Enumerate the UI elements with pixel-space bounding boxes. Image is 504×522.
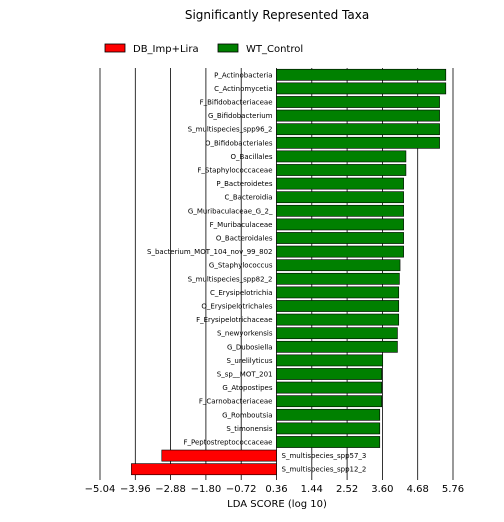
bar-label: O_Erysipelotrichales <box>201 303 272 311</box>
bar-label: S_bacterium_MOT_104_nov_99_802 <box>147 248 272 256</box>
x-tick-label: 3.60 <box>371 484 393 495</box>
bar <box>276 286 400 299</box>
bar <box>276 232 404 244</box>
bar <box>276 164 407 176</box>
bar <box>276 340 398 353</box>
bar <box>276 109 440 122</box>
bar <box>276 96 440 108</box>
bar <box>276 354 384 367</box>
x-tick-label: −3.96 <box>120 484 151 495</box>
bar <box>276 327 398 340</box>
bar <box>276 300 400 312</box>
legend-swatch-wt-control <box>217 43 239 53</box>
bar-label: S_multispecies_spp57_3 <box>282 452 367 460</box>
legend-label-db-imp-lira: DB_Imp+Lira <box>133 44 199 55</box>
x-tick-label: −1.80 <box>191 484 222 495</box>
bar-label: S_newyorkensis <box>217 330 273 338</box>
x-tick-label: 1.44 <box>301 484 323 495</box>
bar-label: O_Bacillales <box>231 153 273 161</box>
bar <box>276 313 400 326</box>
x-tick-label: 2.52 <box>336 484 358 495</box>
bar <box>276 422 381 435</box>
bar <box>131 463 277 476</box>
bar <box>276 436 381 448</box>
bar-label: C_Bacteroidia <box>224 194 272 202</box>
bar-label: P_Bacteroidetes <box>216 180 272 188</box>
bar-label: C_Actinomycetia <box>214 85 272 93</box>
grid-lines <box>99 68 454 476</box>
chart-title: Significantly Represented Taxa <box>185 8 369 22</box>
x-tick-label: −2.88 <box>155 484 186 495</box>
bar-label: C_Erysipelotrichia <box>210 289 273 297</box>
bar-label: S_multispecies_spp82_2 <box>188 275 273 283</box>
bar <box>276 245 404 258</box>
bar-label: G_Muribaculaceae_G_2_ <box>188 207 273 215</box>
bar-label: O_Bacteroidales <box>216 235 273 243</box>
bar <box>276 368 383 380</box>
legend-label-wt-control: WT_Control <box>246 44 303 55</box>
bar <box>276 259 401 272</box>
x-tick-label: −0.72 <box>226 484 257 495</box>
x-axis-label: LDA SCORE (log 10) <box>227 499 327 510</box>
bar-label: G_Dubosiella <box>227 343 273 351</box>
bar-label: F_Muribaculaceae <box>210 221 273 229</box>
bar <box>276 395 383 408</box>
x-axis: −5.04 −3.96 −2.88 −1.80 −0.72 0.36 1.44 2.52 3.6… <box>85 476 464 495</box>
x-tick-label: 0.36 <box>265 484 287 495</box>
bars <box>131 68 447 476</box>
bar <box>276 68 447 81</box>
bar-label: F_Staphylococcaceae <box>197 167 272 175</box>
bar-label: S_timonensis <box>226 425 273 433</box>
bar <box>276 150 407 163</box>
bar <box>276 204 404 217</box>
x-tick-label: −5.04 <box>85 484 116 495</box>
bar <box>276 381 383 394</box>
bar-label: F_Carnobacteriaceae <box>199 398 273 406</box>
bar <box>276 123 440 136</box>
bar <box>276 177 404 190</box>
bar-label: P_Actinobacteria <box>214 71 272 79</box>
bar <box>276 272 400 285</box>
bar-label: O_Bifidobacteriales <box>205 139 273 147</box>
bar-label: S_urelilyticus <box>226 357 272 365</box>
bar-label: G_Staphylococcus <box>209 262 273 270</box>
bar-label: F_Bifidobacteriaceae <box>200 99 273 107</box>
legend-swatch-db-imp-lira <box>104 43 126 53</box>
bar <box>161 449 277 462</box>
bar-labels: P_Actinobacteria C_Actinomycetia F_Bifidob… <box>147 71 366 473</box>
legend: DB_Imp+Lira WT_Control <box>104 43 303 55</box>
bar <box>276 218 404 231</box>
bar-label: F_Peptostreptococcaceae <box>183 439 272 447</box>
bar-label: G_Bifidobacterium <box>208 112 273 120</box>
bar-label: F_Erysipelotrichaceae <box>196 316 272 324</box>
bar <box>276 191 404 204</box>
x-tick-label: 4.68 <box>407 484 429 495</box>
x-tick-label: 5.76 <box>442 484 464 495</box>
bar-label: G_Romboutsia <box>222 411 272 419</box>
bar-label: G_Atopostipes <box>222 384 272 392</box>
bar <box>276 408 381 421</box>
bar-label: S_sp__MOT_201 <box>217 371 273 379</box>
bar-label: S_multispecies_spp96_2 <box>188 126 273 134</box>
bar <box>276 136 440 149</box>
bar <box>276 82 447 95</box>
bar-label: S_multispecies_spp12_2 <box>282 466 367 474</box>
